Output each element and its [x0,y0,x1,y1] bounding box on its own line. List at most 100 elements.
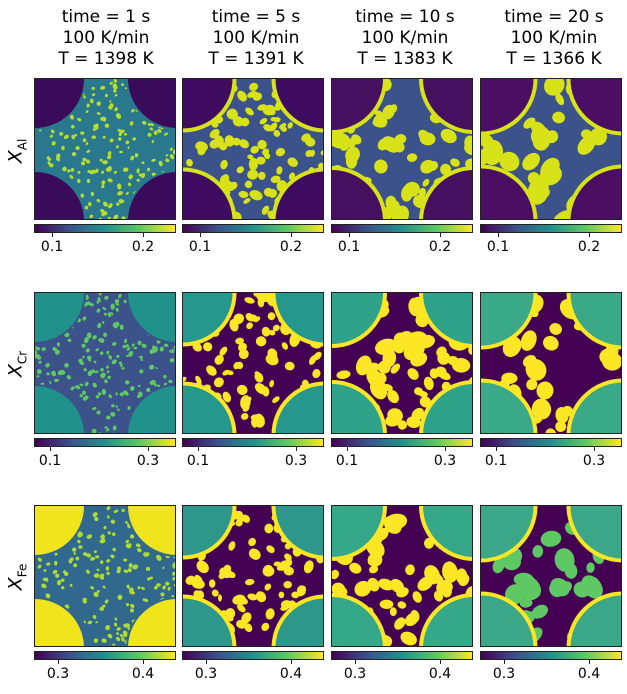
corner-grain [481,378,538,433]
column-temperature: T = 1383 K [357,49,453,69]
precipitate-mark [156,384,161,388]
precipitate-mark [165,581,170,586]
colorbar-tick [498,233,499,237]
precipitate-mark [442,561,458,583]
precipitate-mark [80,161,86,166]
precipitate-mark [123,132,128,136]
precipitate-mark [85,569,90,574]
precipitate-mark [369,362,381,371]
precipitate-mark [130,155,135,161]
corner-grain [126,597,175,646]
colorbar-tick-label: 0.1 [484,453,508,469]
precipitate-mark [116,202,120,206]
precipitate-mark [102,321,105,324]
corner-grain [332,380,387,433]
precipitate-mark [106,428,110,432]
precipitate-mark [104,295,109,300]
precipitate-mark [140,358,143,362]
precipitate-mark [57,370,63,376]
colorbar-tick [440,233,441,237]
column-rate: 100 K/min [361,28,449,48]
precipitate-mark [136,548,142,553]
precipitate-mark [183,376,187,382]
precipitate-mark [305,149,313,158]
precipitate-mark [246,322,253,330]
precipitate-mark [447,355,459,366]
precipitate-mark [419,132,436,146]
colorbar [34,651,176,660]
column-temperature: T = 1366 K [506,49,602,69]
precipitate-mark [73,551,76,556]
precipitate-mark [241,514,251,523]
precipitate-mark [237,90,247,102]
precipitate-mark [102,585,106,589]
precipitate-mark [128,350,134,357]
precipitate-mark [99,538,106,544]
corner-grain [126,384,175,433]
column-title-4: time = 20 s 100 K/min T = 1366 K [479,7,627,70]
precipitate-mark [82,395,89,401]
precipitate-mark [91,93,96,97]
microstructure-image [332,79,472,219]
precipitate-mark [244,180,253,189]
corner-grain [271,293,323,347]
precipitate-mark [153,382,157,387]
precipitate-mark [158,160,163,167]
precipitate-mark [240,117,250,127]
precipitate-mark [249,82,259,92]
colorbar [331,651,473,660]
precipitate-mark [577,135,596,155]
precipitate-mark [102,201,108,207]
precipitate-mark [72,547,77,552]
precipitate-mark [281,342,289,350]
microstructure-panel [331,505,473,647]
precipitate-mark [118,198,124,204]
microstructure-image [35,79,175,219]
colorbar-tick [206,660,207,664]
precipitate-mark [35,346,41,351]
precipitate-mark [492,558,505,574]
precipitate-mark [112,341,117,346]
precipitate-mark [232,137,241,146]
precipitate-mark [75,556,80,561]
precipitate-mark [273,561,281,567]
precipitate-mark [142,120,147,125]
precipitate-mark [82,316,87,321]
precipitate-mark [101,212,106,217]
precipitate-mark [89,98,94,104]
precipitate-mark [501,372,518,385]
precipitate-mark [106,370,110,374]
precipitate-mark [50,129,55,134]
precipitate-mark [69,174,74,179]
precipitate-mark [116,569,121,574]
precipitate-mark [172,571,175,576]
precipitate-mark [224,135,235,147]
precipitate-mark [87,620,93,625]
column-time: time = 10 s [355,7,455,27]
precipitate-mark [531,121,546,136]
column-rate: 100 K/min [510,28,598,48]
precipitate-mark [336,370,351,379]
precipitate-mark [349,562,362,574]
precipitate-mark [92,335,97,340]
precipitate-mark [80,193,85,198]
precipitate-mark [241,612,252,624]
precipitate-mark [164,132,168,136]
precipitate-mark [155,366,158,370]
precipitate-mark [63,134,69,140]
precipitate-mark [103,312,108,316]
microstructure-image [481,79,621,219]
precipitate-mark [118,293,122,299]
precipitate-mark [389,205,399,215]
precipitate-mark [545,130,559,144]
precipitate-mark [171,349,175,354]
microstructure-image [481,506,621,646]
precipitate-mark [243,198,251,204]
precipitate-mark [123,299,127,304]
colorbar [331,224,473,233]
precipitate-mark [107,178,113,183]
corner-grain [183,293,237,347]
precipitate-mark [441,585,452,598]
precipitate-mark [52,370,56,375]
precipitate-mark [127,568,132,573]
